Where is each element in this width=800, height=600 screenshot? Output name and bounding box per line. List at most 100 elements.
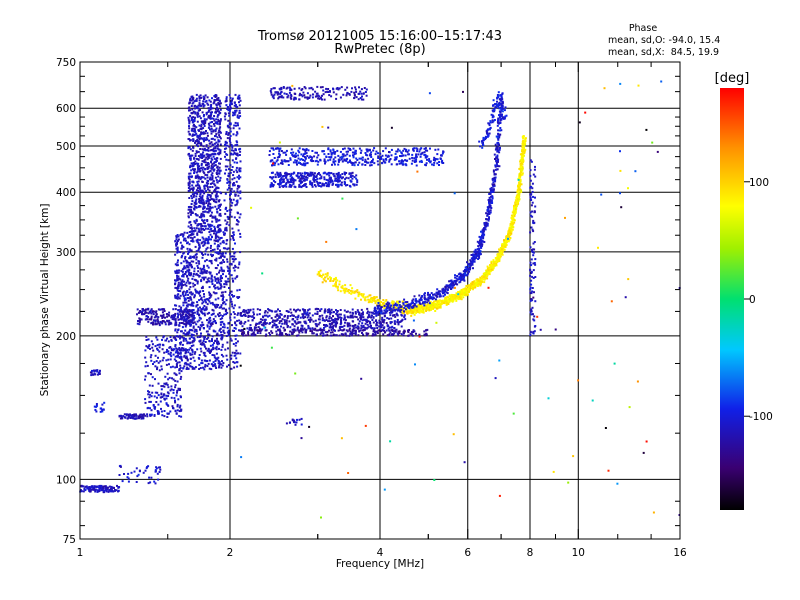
echo-point: [208, 139, 211, 142]
echo-point: [234, 204, 237, 207]
echo-point: [312, 173, 315, 176]
echo-point: [203, 125, 206, 127]
echo-point: [202, 266, 205, 269]
echo-point: [328, 308, 331, 311]
echo-point: [207, 236, 210, 239]
echo-point: [228, 114, 231, 117]
echo-point: [211, 206, 214, 209]
echo-point: [431, 163, 433, 166]
echo-point: [291, 419, 294, 422]
echo-point: [147, 338, 150, 341]
echo-point: [195, 258, 198, 261]
echo-point: [244, 321, 247, 323]
echo-point: [213, 100, 216, 103]
echo-point: [273, 157, 276, 159]
echo-point: [194, 141, 196, 144]
echo-point: [147, 316, 150, 318]
echo-point: [190, 223, 193, 226]
echo-point: [198, 260, 200, 263]
echo-point: [138, 470, 141, 473]
echo-point: [207, 239, 210, 242]
echo-point: [146, 413, 149, 416]
echo-point: [220, 366, 223, 369]
echo-point: [225, 228, 228, 231]
echo-point: [362, 311, 364, 314]
echo-point: [305, 329, 308, 332]
echo-point: [154, 482, 157, 485]
echo-point: [192, 230, 195, 233]
echo-point: [284, 184, 287, 187]
echo-point: [203, 338, 206, 340]
echo-point: [107, 490, 110, 493]
echo-point: [209, 302, 212, 305]
echo-point: [210, 238, 212, 241]
echo-point: [188, 273, 191, 276]
echo-point: [362, 92, 365, 95]
echo-point: [129, 417, 132, 419]
echo-point: [304, 309, 307, 312]
echo-point: [262, 324, 265, 327]
echo-point: [200, 143, 203, 146]
echo-point: [275, 326, 278, 329]
echo-point: [334, 323, 337, 326]
echo-point: [160, 388, 163, 391]
echo-point: [154, 354, 157, 357]
echo-point: [339, 156, 342, 159]
echo-point: [207, 180, 210, 182]
echo-point: [220, 268, 223, 271]
echo-point: [365, 332, 368, 335]
echo-point: [209, 344, 212, 347]
echo-point: [374, 296, 377, 299]
echo-point: [356, 289, 359, 292]
echo-point: [174, 324, 177, 327]
echo-point: [350, 180, 353, 183]
echo-point: [397, 323, 400, 326]
echo-point: [167, 352, 170, 355]
echo-point: [195, 330, 198, 333]
echo-point: [297, 149, 300, 152]
echo-point: [196, 187, 199, 190]
echo-point: [218, 271, 220, 274]
echo-point: [271, 183, 273, 186]
echo-point: [149, 347, 151, 350]
echo-point: [235, 361, 238, 364]
echo-point: [324, 334, 327, 337]
echo-point: [209, 295, 212, 298]
echo-point: [161, 308, 164, 311]
echo-point: [275, 147, 277, 150]
echo-point: [200, 332, 202, 335]
echo-point: [350, 176, 353, 178]
echo-point: [215, 191, 218, 194]
echo-point: [238, 216, 241, 219]
echo-point: [182, 367, 185, 370]
echo-point: [151, 343, 154, 346]
echo-point: [329, 156, 332, 159]
echo-point: [328, 156, 331, 159]
echo-point: [192, 325, 195, 328]
echo-point: [228, 307, 231, 310]
echo-point: [397, 321, 400, 324]
echo-point: [140, 318, 143, 321]
echo-point: [170, 388, 173, 391]
echo-point: [190, 298, 193, 301]
echo-point: [203, 210, 206, 213]
echo-point: [323, 279, 326, 282]
echo-point: [225, 275, 227, 278]
echo-point: [188, 288, 191, 291]
echo-point: [233, 304, 236, 307]
echo-point: [126, 476, 129, 479]
echo-point: [219, 228, 222, 231]
echo-point: [209, 186, 212, 189]
echo-point: [195, 198, 198, 201]
echo-point: [401, 308, 404, 311]
echo-point: [217, 277, 219, 280]
echo-point: [318, 328, 321, 331]
echo-point: [219, 126, 222, 129]
echo-point: [354, 331, 357, 334]
echo-point: [92, 488, 95, 491]
echo-point: [136, 308, 139, 311]
echo-point: [370, 301, 373, 304]
echo-point: [216, 240, 219, 243]
echo-point: [233, 327, 236, 329]
echo-point: [204, 365, 207, 368]
